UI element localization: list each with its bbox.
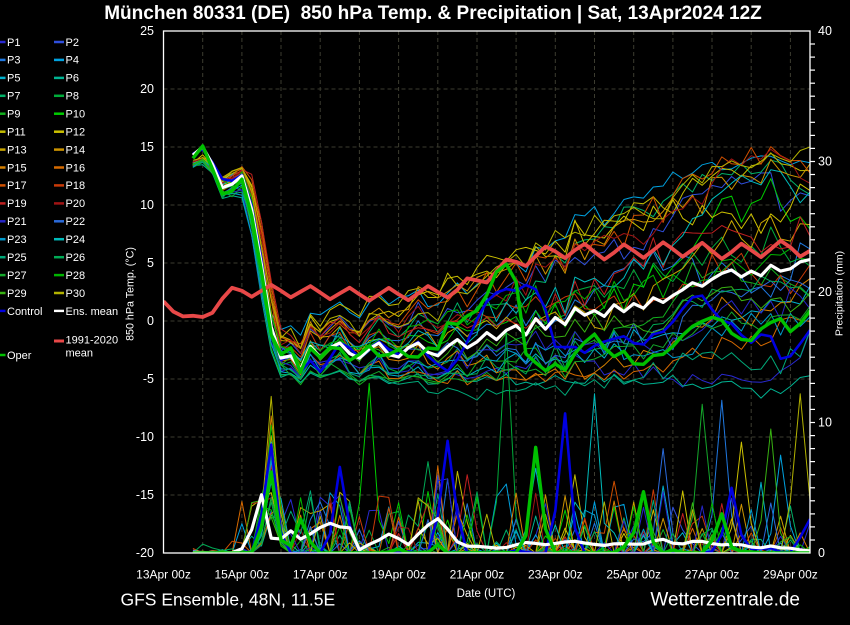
svg-text:P5: P5 (7, 73, 20, 85)
svg-text:15: 15 (140, 140, 154, 154)
svg-text:P16: P16 (66, 162, 86, 174)
svg-text:GFS Ensemble, 48N, 11.5E: GFS Ensemble, 48N, 11.5E (121, 590, 336, 610)
svg-text:Control: Control (7, 306, 42, 318)
svg-text:13Apr 00z: 13Apr 00z (136, 568, 191, 582)
svg-text:P18: P18 (66, 180, 86, 192)
svg-text:Oper: Oper (7, 350, 32, 362)
svg-text:P22: P22 (66, 216, 86, 228)
svg-text:Ens. mean: Ens. mean (66, 306, 119, 318)
svg-text:P17: P17 (7, 180, 27, 192)
svg-text:20: 20 (140, 82, 154, 96)
svg-text:40: 40 (818, 24, 832, 38)
svg-text:19Apr 00z: 19Apr 00z (371, 568, 426, 582)
svg-text:30: 30 (818, 155, 832, 169)
svg-text:P9: P9 (7, 109, 20, 121)
svg-text:Precipitation (mm): Precipitation (mm) (834, 251, 846, 336)
svg-text:Wetterzentrale.de: Wetterzentrale.de (650, 590, 800, 611)
svg-text:0: 0 (818, 546, 825, 560)
svg-text:25: 25 (140, 24, 154, 38)
svg-text:P4: P4 (66, 55, 79, 67)
svg-text:17Apr 00z: 17Apr 00z (293, 568, 348, 582)
svg-text:P14: P14 (66, 144, 86, 156)
svg-text:München 80331 (DE) 850 hPa Te: München 80331 (DE) 850 hPa Temp. & Preci… (104, 3, 762, 24)
svg-text:-15: -15 (136, 488, 154, 502)
svg-text:P15: P15 (7, 162, 27, 174)
svg-text:P1: P1 (7, 37, 20, 49)
svg-text:P27: P27 (7, 270, 27, 282)
svg-text:P21: P21 (7, 216, 27, 228)
svg-text:P29: P29 (7, 288, 27, 300)
svg-text:P10: P10 (66, 109, 86, 121)
svg-text:-5: -5 (143, 372, 154, 386)
svg-text:P13: P13 (7, 144, 27, 156)
svg-text:0: 0 (147, 314, 154, 328)
svg-text:-10: -10 (136, 430, 154, 444)
svg-text:850 hPa Temp. (°C): 850 hPa Temp. (°C) (125, 247, 137, 341)
svg-text:27Apr 00z: 27Apr 00z (685, 568, 740, 582)
svg-text:P11: P11 (7, 126, 26, 138)
svg-text:23Apr 00z: 23Apr 00z (528, 568, 583, 582)
svg-text:5: 5 (147, 256, 154, 270)
svg-text:1991-2020: 1991-2020 (66, 334, 119, 346)
svg-text:P26: P26 (66, 252, 86, 264)
svg-text:P2: P2 (66, 37, 79, 49)
svg-text:mean: mean (66, 348, 94, 360)
svg-text:21Apr 00z: 21Apr 00z (450, 568, 505, 582)
svg-text:29Apr 00z: 29Apr 00z (763, 568, 818, 582)
svg-text:P28: P28 (66, 270, 86, 282)
svg-text:10: 10 (140, 198, 154, 212)
svg-text:25Apr 00z: 25Apr 00z (606, 568, 661, 582)
svg-text:P7: P7 (7, 91, 20, 103)
svg-text:P24: P24 (66, 234, 86, 246)
svg-text:Date (UTC): Date (UTC) (457, 588, 516, 600)
svg-text:10: 10 (818, 416, 832, 430)
svg-text:P25: P25 (7, 252, 27, 264)
svg-text:P19: P19 (7, 198, 27, 210)
svg-text:20: 20 (818, 285, 832, 299)
svg-text:P6: P6 (66, 73, 79, 85)
svg-text:P8: P8 (66, 91, 79, 103)
svg-text:P3: P3 (7, 55, 20, 67)
svg-text:P30: P30 (66, 288, 86, 300)
svg-text:P20: P20 (66, 198, 86, 210)
svg-text:P23: P23 (7, 234, 27, 246)
svg-text:P12: P12 (66, 126, 86, 138)
svg-text:-20: -20 (136, 546, 154, 560)
svg-text:15Apr 00z: 15Apr 00z (215, 568, 270, 582)
